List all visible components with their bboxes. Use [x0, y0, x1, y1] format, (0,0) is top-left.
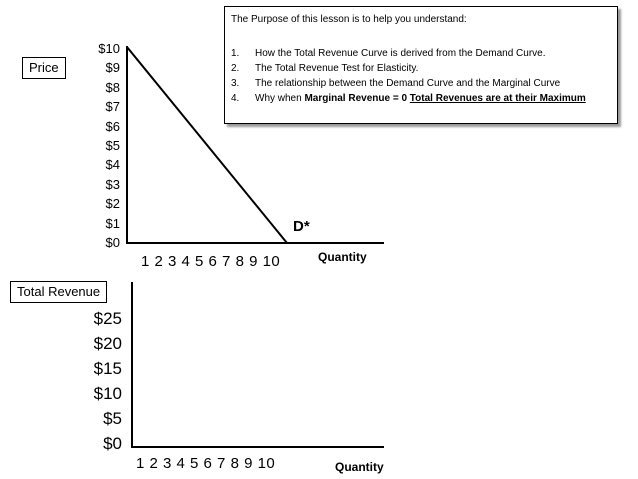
total-revenue-tick-label: $25: [93, 309, 122, 328]
bottom-quantity-axis-label: Quantity: [335, 460, 384, 474]
price-tick-label: $2: [105, 196, 120, 212]
demand-curve-line: [126, 46, 288, 244]
purpose-item-text: How the Total Revenue Curve is derived f…: [255, 48, 546, 59]
purpose-item-text: The relationship between the Demand Curv…: [255, 78, 561, 89]
purpose-item-text: The Total Revenue Test for Elasticity.: [255, 63, 419, 74]
price-tick-label: $8: [105, 79, 120, 95]
bottom-quantity-tick-labels: 1 2 3 4 5 6 7 8 9 10: [136, 455, 276, 472]
price-axis-label: Price: [22, 57, 66, 79]
demand-curve-label: D*: [293, 218, 310, 235]
purpose-item-number: 1.: [231, 48, 240, 59]
purpose-item: 2. The Total Revenue Test for Elasticity…: [231, 61, 586, 76]
purpose-item-underline: Total Revenues are at their Maximum: [409, 93, 586, 104]
price-tick-label: $10: [98, 41, 120, 56]
total-revenue-tick-label: $15: [93, 359, 122, 378]
purpose-title: The Purpose of this lesson is to help yo…: [231, 14, 467, 25]
price-tick-label: $1: [105, 215, 120, 231]
total-revenue-axis-label: Total Revenue: [10, 281, 108, 303]
total-revenue-tick-label: $0: [103, 434, 122, 453]
purpose-item: 1. How the Total Revenue Curve is derive…: [231, 46, 586, 61]
price-tick-label: $9: [105, 60, 120, 76]
top-quantity-axis-label: Quantity: [318, 250, 367, 264]
purpose-item: 3. The relationship between the Demand C…: [231, 76, 586, 91]
purpose-item-bold: Marginal Revenue = 0: [304, 93, 410, 104]
total-revenue-tick-label: $5: [103, 409, 122, 428]
total-revenue-tick-label: $20: [93, 334, 122, 353]
lesson-purpose-box: The Purpose of this lesson is to help yo…: [224, 6, 618, 124]
purpose-item-prefix: Why when: [255, 93, 305, 104]
price-tick-label: $0: [105, 235, 120, 250]
top-quantity-tick-labels: 1 2 3 4 5 6 7 8 9 10: [141, 253, 281, 270]
purpose-item-number: 4.: [231, 93, 240, 104]
price-tick-label: $7: [105, 99, 120, 115]
price-tick-label: $4: [105, 157, 120, 173]
price-tick-label: $3: [105, 176, 120, 192]
purpose-item-number: 3.: [231, 78, 240, 89]
purpose-item-number: 2.: [231, 63, 240, 74]
price-tick-label: $6: [105, 118, 120, 134]
purpose-item-text: Why when Marginal Revenue = 0 Total Reve…: [255, 91, 586, 106]
purpose-item: 4. Why when Marginal Revenue = 0 Total R…: [231, 91, 586, 106]
purpose-list: 1. How the Total Revenue Curve is derive…: [231, 46, 586, 106]
price-tick-label: $5: [105, 138, 120, 153]
total-revenue-tick-label: $10: [93, 384, 122, 403]
